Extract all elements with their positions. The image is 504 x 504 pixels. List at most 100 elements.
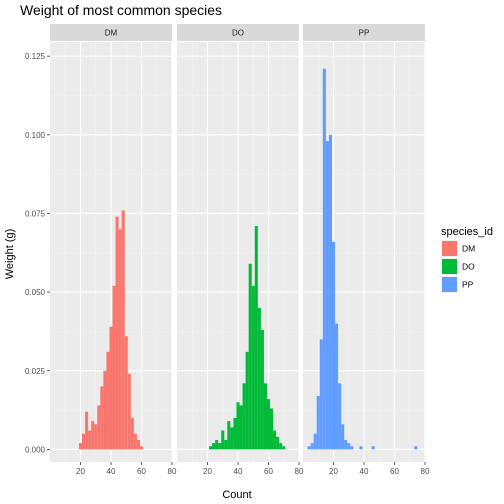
- x-tick-label: 80: [295, 467, 304, 476]
- histogram-bar: [371, 446, 375, 450]
- histogram-bar: [118, 229, 122, 450]
- histogram-bar: [335, 323, 339, 450]
- histogram-bar: [331, 241, 336, 450]
- histogram-bar: [347, 443, 351, 450]
- histogram-bar: [245, 351, 249, 450]
- histogram-bar: [218, 443, 222, 450]
- x-tick-label: 60: [390, 467, 399, 476]
- histogram-bar: [310, 443, 314, 450]
- legend: species_id DM DO PP: [441, 226, 493, 293]
- histogram-bar: [316, 395, 320, 450]
- facet-panel-pp: PP 20 40 60 80: [303, 24, 430, 476]
- legend-label-pp: PP: [462, 280, 474, 290]
- histogram-bar: [221, 430, 225, 450]
- histogram-bar: [115, 216, 119, 450]
- histogram-bar: [215, 439, 219, 450]
- histogram-bar: [103, 370, 107, 450]
- histogram-bar: [112, 285, 116, 450]
- y-tick-label: 0.100: [25, 131, 46, 140]
- histogram-bar: [350, 446, 354, 450]
- histogram-bar: [97, 405, 101, 450]
- x-tick-label: 20: [203, 467, 212, 476]
- histogram-bar: [266, 399, 271, 450]
- histogram-bar: [325, 141, 329, 450]
- histogram-bar: [242, 383, 246, 450]
- x-tick-label: 60: [264, 467, 273, 476]
- histogram-bar: [254, 226, 258, 450]
- histogram-bar: [94, 424, 98, 450]
- histogram-bar: [251, 285, 255, 450]
- histogram-bar: [227, 421, 231, 450]
- histogram-bar: [328, 134, 332, 450]
- y-tick-label: 0.050: [25, 288, 46, 297]
- facet-panel-dm: DM 20 40 60 80: [50, 24, 177, 476]
- x-tick-label: 40: [234, 467, 243, 476]
- histogram-bar: [136, 439, 140, 450]
- histogram-bar: [127, 373, 131, 450]
- histogram-bar: [78, 443, 83, 450]
- histogram-bar: [133, 433, 137, 450]
- histogram-bar: [100, 386, 104, 450]
- histogram-bar: [82, 433, 86, 450]
- facet-strip-label: DO: [232, 29, 244, 38]
- y-axis: 0.000 0.025 0.050 0.075 0.100 0.125: [25, 52, 50, 454]
- legend-swatch-dm: [442, 241, 457, 256]
- histogram-bar: [248, 263, 252, 450]
- x-tick-label: 80: [168, 467, 177, 476]
- x-tick-label: 40: [360, 467, 369, 476]
- histogram-bar: [307, 446, 311, 450]
- legend-title: species_id: [441, 226, 493, 238]
- histogram-bar: [414, 446, 418, 450]
- legend-label-dm: DM: [462, 244, 475, 254]
- histogram-bar: [260, 329, 264, 450]
- histogram-bar: [359, 446, 363, 450]
- histogram-bar: [341, 424, 345, 450]
- histogram-bar: [270, 408, 274, 450]
- histogram-bar: [209, 446, 213, 450]
- x-axis-title: Count: [222, 489, 251, 501]
- histogram-bar: [139, 446, 144, 450]
- x-tick-label: 20: [76, 467, 85, 476]
- histogram-bar: [313, 433, 317, 450]
- histogram-bar: [212, 443, 216, 450]
- histogram-bar: [121, 210, 125, 450]
- x-tick-label: 20: [329, 467, 338, 476]
- legend-swatch-pp: [442, 277, 457, 292]
- legend-swatch-do: [442, 259, 457, 274]
- histogram-bar: [239, 405, 243, 450]
- histogram-bar: [282, 446, 286, 450]
- facet-panel-do: DO 20 40 60 80: [177, 24, 304, 476]
- histogram-bar: [88, 430, 92, 450]
- histogram-bar: [124, 336, 128, 450]
- chart-title: Weight of most common species: [20, 2, 222, 18]
- y-axis-title: Weight (g): [4, 229, 16, 280]
- facet-strip: [177, 24, 299, 41]
- panels: DM 20 40 60 80 DO 20 40 60 80 PP 20 40 60 80 0.000 0.025…: [25, 24, 430, 476]
- facet-strip-label: PP: [359, 29, 370, 38]
- y-tick-label: 0.000: [25, 445, 46, 454]
- facet-strip-label: DM: [105, 29, 118, 38]
- y-tick-label: 0.025: [25, 367, 46, 376]
- histogram-bar: [276, 436, 280, 450]
- histogram-bar: [279, 443, 283, 450]
- facet-strip: [303, 24, 425, 41]
- x-tick-label: 80: [421, 467, 430, 476]
- legend-label-do: DO: [462, 262, 475, 272]
- histogram-bar: [344, 439, 348, 450]
- x-tick-label: 60: [137, 467, 146, 476]
- histogram-bar: [319, 339, 323, 450]
- histogram-bar: [109, 326, 113, 450]
- histogram-bar: [263, 383, 267, 450]
- y-tick-label: 0.075: [25, 209, 46, 218]
- histogram-bar: [236, 402, 240, 450]
- histogram-bar: [273, 430, 277, 450]
- histogram-bar: [91, 421, 95, 450]
- histogram-bar: [224, 439, 228, 450]
- histogram-bar: [130, 417, 134, 450]
- histogram-bar: [257, 307, 261, 450]
- histogram-bar: [85, 411, 89, 450]
- x-tick-label: 40: [107, 467, 116, 476]
- histogram-bar: [230, 427, 234, 450]
- histogram-bar: [106, 351, 110, 450]
